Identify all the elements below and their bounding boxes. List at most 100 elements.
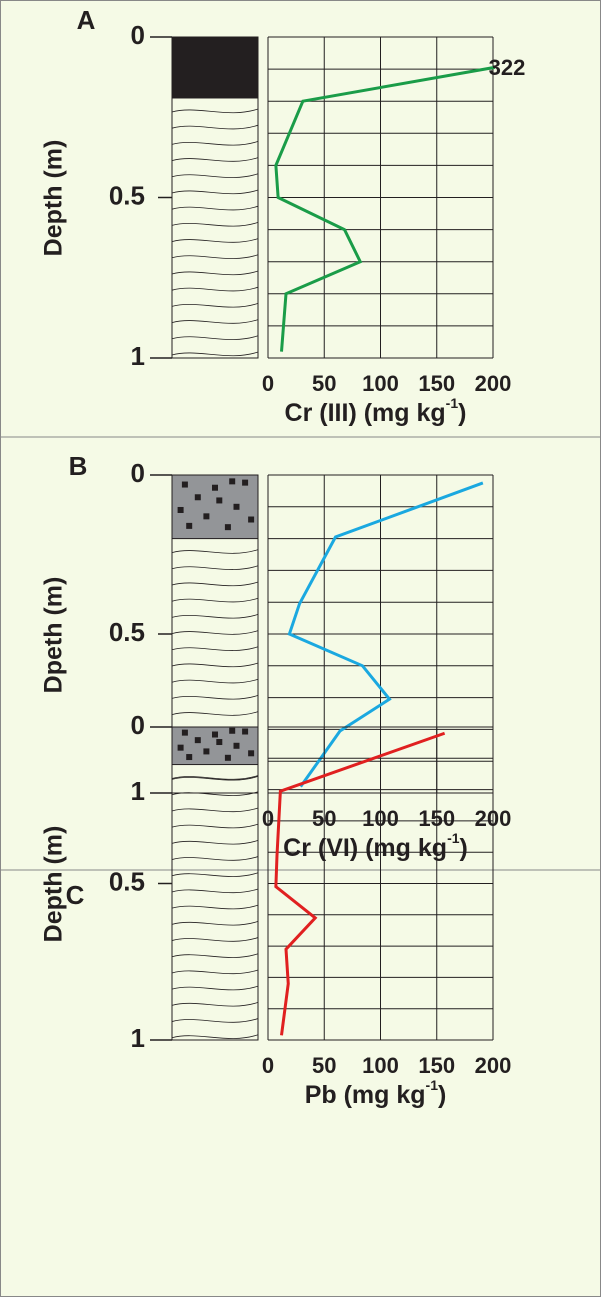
- soil-dot: [181, 481, 188, 488]
- soil-dot: [177, 506, 184, 513]
- soil-dot: [242, 728, 249, 735]
- soil-dot: [242, 479, 249, 486]
- x-axis-title-main: Cr (III) (mg kg: [285, 399, 446, 427]
- x-axis-title-end: ): [438, 1081, 446, 1109]
- x-axis-title-sup: -1: [446, 395, 459, 411]
- soil-wave: [171, 124, 259, 130]
- soil-wave: [171, 189, 259, 195]
- soil-dot: [233, 742, 240, 749]
- soil-dot: [216, 497, 223, 504]
- x-tick-label: 0: [262, 1053, 274, 1078]
- soil-wave: [171, 776, 259, 781]
- soil-wave: [171, 920, 259, 926]
- y-tick-label: 0.5: [109, 866, 145, 896]
- panel-label: C: [66, 880, 85, 910]
- soil-wave: [171, 953, 259, 958]
- y-tick-label: 1: [131, 776, 145, 806]
- x-tick-label: 200: [475, 371, 512, 396]
- soil-wave: [171, 565, 259, 570]
- soil-dot: [203, 513, 210, 520]
- soil-wave: [171, 1034, 259, 1039]
- soil-dot: [212, 731, 218, 738]
- x-tick-label: 100: [362, 371, 399, 396]
- soil-wave: [171, 630, 259, 635]
- x-tick-label: 100: [362, 1053, 399, 1078]
- soil-wave: [171, 807, 259, 813]
- x-tick-label: 150: [418, 1053, 455, 1078]
- soil-wave: [171, 597, 259, 603]
- value-label: 322: [489, 55, 526, 80]
- x-axis-title: Pb (mg kg-1): [305, 1077, 447, 1109]
- soil-layer: [171, 36, 259, 99]
- soil-dot: [203, 748, 210, 755]
- x-axis-title-end: ): [458, 399, 466, 427]
- soil-dot: [248, 750, 255, 757]
- soil-wave: [171, 351, 259, 357]
- y-axis-title: Depth (m): [40, 826, 68, 943]
- soil-wave: [171, 141, 259, 146]
- y-tick-label: 0.5: [109, 617, 145, 647]
- data-line: [274, 731, 446, 1036]
- x-tick-label: 150: [418, 371, 455, 396]
- data-line: [287, 481, 484, 788]
- x-tick-label: 0: [262, 371, 274, 396]
- soil-dot: [229, 727, 236, 734]
- soil-wave: [171, 614, 259, 619]
- soil-wave: [171, 904, 259, 910]
- soil-wave: [171, 205, 259, 211]
- soil-wave: [171, 270, 259, 276]
- soil-dot: [186, 754, 193, 761]
- soil-dot: [194, 494, 201, 501]
- soil-wave: [171, 549, 259, 554]
- soil-column: [171, 726, 259, 1041]
- soil-wave: [171, 254, 259, 259]
- soil-wave: [171, 856, 259, 861]
- soil-wave: [171, 222, 259, 227]
- soil-wave: [171, 1018, 259, 1023]
- x-axis-title-end: ): [460, 834, 468, 862]
- panel-label: A: [77, 5, 96, 35]
- y-axis-title: Depth (m): [40, 140, 68, 257]
- y-tick-label: 0.5: [109, 180, 145, 210]
- soil-dot: [177, 744, 184, 751]
- soil-wave: [171, 791, 259, 796]
- y-tick-label: 1: [131, 1023, 145, 1053]
- soil-wave: [171, 888, 259, 894]
- soil-wave: [171, 303, 259, 308]
- data-line: [274, 65, 495, 352]
- soil-wave: [171, 823, 259, 829]
- soil-wave: [171, 969, 259, 975]
- soil-wave: [171, 937, 259, 942]
- x-tick-label: 50: [312, 1053, 336, 1078]
- soil-dot: [194, 737, 201, 744]
- soil-wave: [171, 711, 259, 716]
- soil-dot: [248, 516, 255, 523]
- soil-wave: [171, 775, 259, 780]
- soil-dot: [229, 478, 236, 485]
- soil-wave: [171, 1001, 259, 1007]
- soil-wave: [171, 108, 259, 114]
- soil-dot: [224, 524, 231, 531]
- soil-wave: [171, 319, 259, 324]
- soil-wave: [171, 646, 259, 651]
- y-tick-label: 1: [131, 341, 145, 371]
- x-axis-title: Cr (III) (mg kg-1): [285, 395, 467, 427]
- soil-wave: [171, 335, 259, 340]
- x-axis-title-sup: -1: [426, 1077, 439, 1093]
- x-tick-label: 50: [312, 371, 336, 396]
- x-axis-title-main: Pb (mg kg: [305, 1081, 426, 1109]
- soil-wave: [171, 872, 259, 877]
- soil-wave: [171, 662, 259, 668]
- y-tick-label: 0: [131, 458, 145, 488]
- soil-wave: [171, 695, 259, 700]
- soil-wave: [171, 157, 259, 162]
- soil-dot: [224, 754, 231, 761]
- y-tick-label: 0: [131, 20, 145, 50]
- soil-wave: [171, 173, 259, 178]
- soil-dot: [233, 503, 240, 510]
- soil-wave: [171, 581, 259, 587]
- soil-dot: [186, 522, 193, 529]
- soil-wave: [171, 238, 259, 243]
